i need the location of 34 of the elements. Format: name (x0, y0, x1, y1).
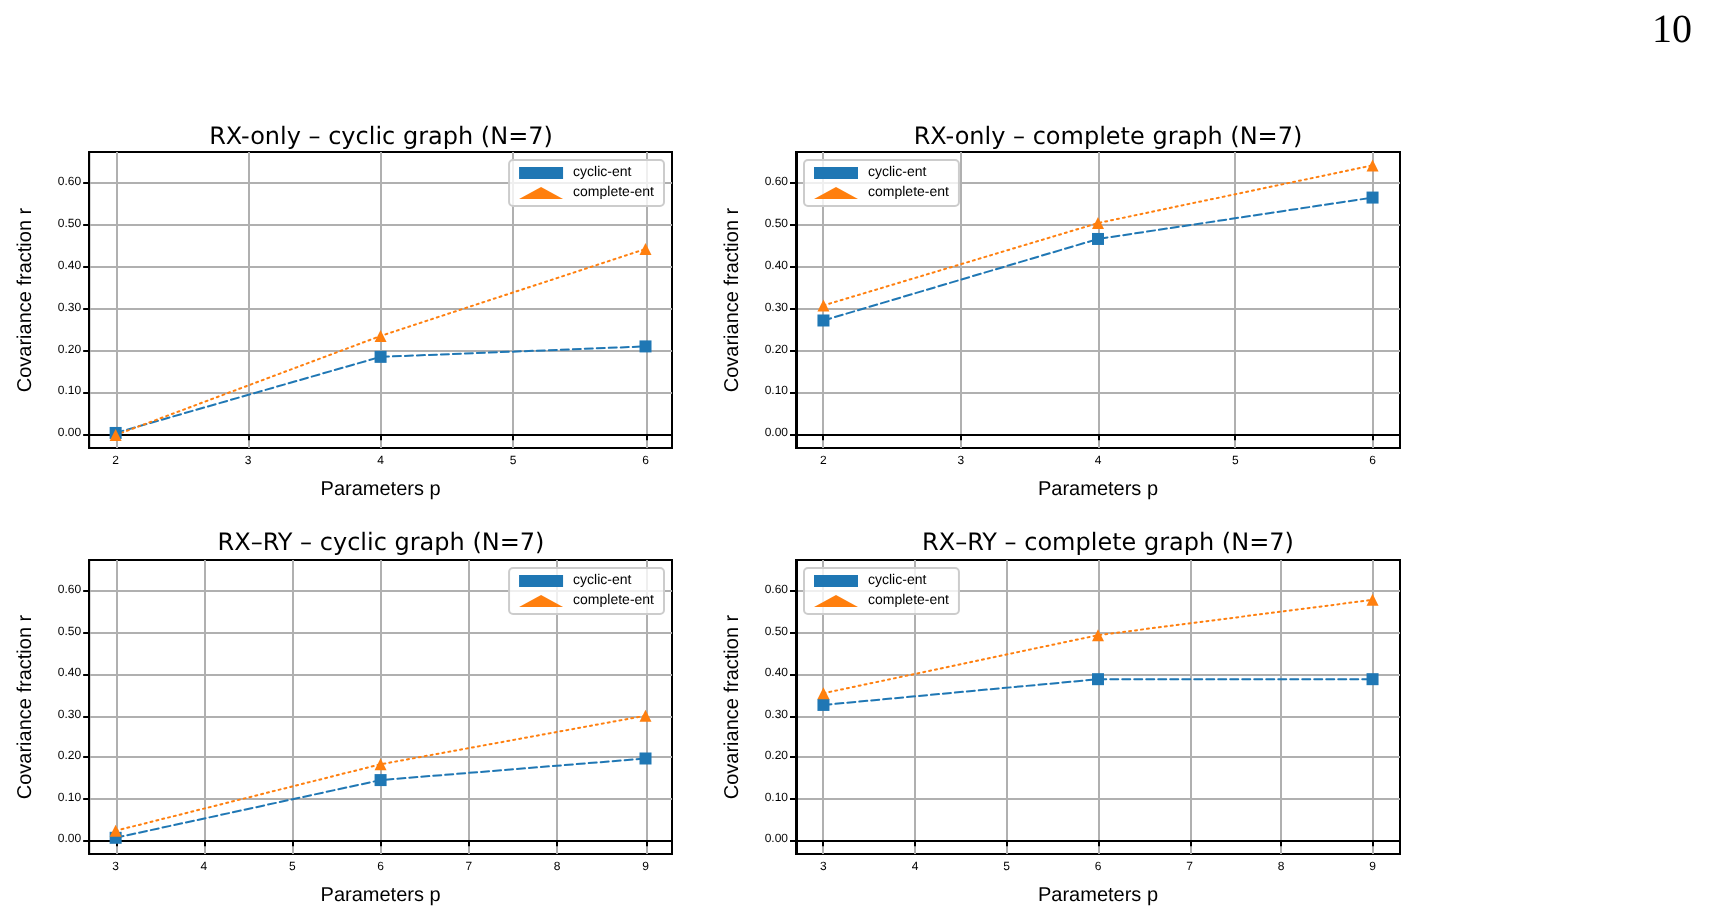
y-axis-title: Covariance fraction r (721, 206, 744, 393)
point (1366, 593, 1379, 606)
chart-title: RX-only – complete graph (N=7) (913, 122, 1303, 150)
point (1092, 673, 1104, 686)
point (817, 299, 830, 312)
x-axis-title: Parameters p (320, 479, 442, 501)
x-axis-title: Parameters p (1037, 885, 1159, 907)
x-axis-title: Parameters p (1037, 479, 1159, 501)
chart-title: RX–RY – cyclic graph (N=7) (217, 528, 545, 556)
point (374, 758, 387, 771)
point (1366, 191, 1379, 204)
y-axis-title: Covariance fraction r (15, 613, 37, 800)
point (374, 350, 387, 363)
point (1366, 159, 1379, 172)
point (374, 329, 387, 342)
point (1092, 217, 1104, 230)
point (639, 709, 652, 722)
point (374, 774, 387, 787)
y-axis-title: Covariance fraction r (15, 206, 37, 393)
point (817, 314, 830, 327)
point (1366, 673, 1379, 686)
point (1092, 232, 1104, 245)
point (639, 242, 652, 255)
point (1092, 629, 1104, 642)
x-axis-title: Parameters p (320, 885, 442, 907)
point (817, 687, 830, 700)
chart-title: RX-only – cyclic graph (N=7) (209, 122, 553, 150)
chart-title: RX–RY – complete graph (N=7) (922, 528, 1294, 556)
point (639, 752, 652, 765)
y-axis-title: Covariance fraction r (721, 613, 744, 800)
point (817, 698, 830, 711)
point (639, 340, 652, 353)
point (109, 824, 122, 837)
text: 10 (1652, 8, 1692, 54)
